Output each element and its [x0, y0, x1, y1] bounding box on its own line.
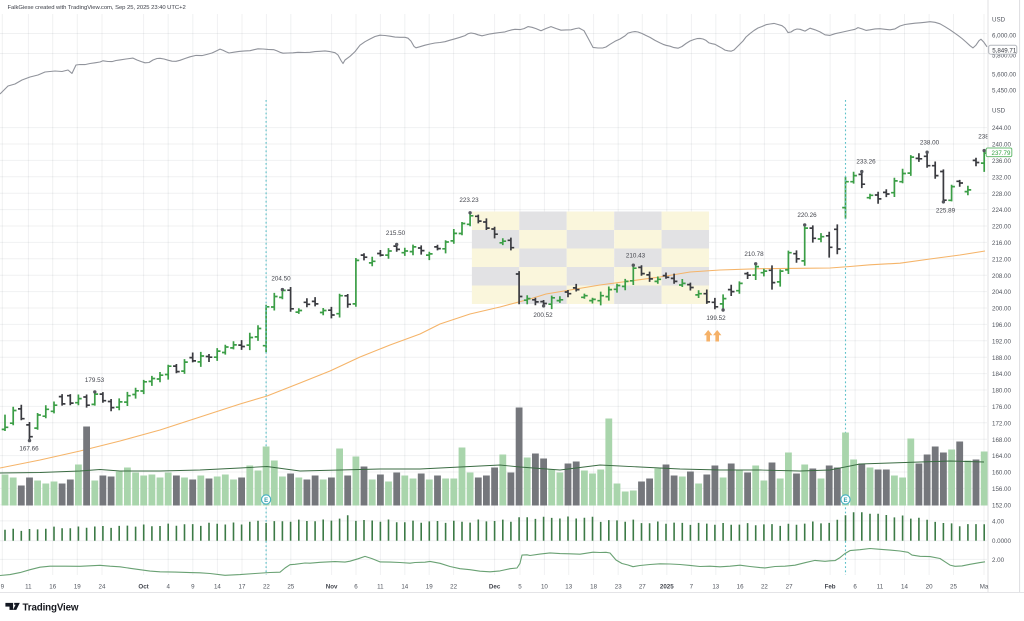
- svg-text:25: 25: [287, 584, 294, 591]
- svg-text:Dec: Dec: [489, 584, 501, 591]
- svg-text:238.00: 238.00: [920, 140, 940, 147]
- svg-text:204.50: 204.50: [271, 276, 291, 283]
- svg-text:180.00: 180.00: [992, 388, 1011, 395]
- svg-text:232.00: 232.00: [992, 174, 1011, 181]
- svg-text:2.00: 2.00: [992, 557, 1005, 564]
- svg-text:9: 9: [1, 584, 5, 591]
- svg-text:16: 16: [737, 584, 744, 591]
- svg-text:19: 19: [426, 584, 433, 591]
- svg-text:156.00: 156.00: [992, 486, 1011, 493]
- svg-text:220.00: 220.00: [992, 224, 1011, 231]
- svg-text:223.23: 223.23: [459, 197, 479, 204]
- svg-text:216.00: 216.00: [992, 240, 1011, 247]
- svg-text:237.79: 237.79: [992, 150, 1011, 157]
- svg-text:236.00: 236.00: [992, 158, 1011, 165]
- svg-text:USD: USD: [992, 17, 1006, 24]
- svg-text:2025: 2025: [660, 584, 674, 591]
- svg-text:17: 17: [239, 584, 246, 591]
- svg-text:5,450.00: 5,450.00: [992, 88, 1017, 95]
- svg-text:14: 14: [901, 584, 908, 591]
- svg-text:22: 22: [450, 584, 457, 591]
- svg-text:11: 11: [25, 584, 32, 591]
- svg-text:233.26: 233.26: [856, 159, 876, 166]
- svg-text:7: 7: [690, 584, 694, 591]
- svg-text:160.00: 160.00: [992, 470, 1011, 477]
- svg-text:228.00: 228.00: [992, 191, 1011, 198]
- svg-text:5,849.71: 5,849.71: [992, 48, 1017, 55]
- svg-text:0.0000: 0.0000: [992, 538, 1011, 545]
- svg-text:6,000.00: 6,000.00: [992, 33, 1017, 40]
- svg-text:27: 27: [786, 584, 793, 591]
- svg-text:6: 6: [354, 584, 358, 591]
- svg-text:Nov: Nov: [326, 584, 338, 591]
- svg-text:18: 18: [590, 584, 597, 591]
- svg-text:220.26: 220.26: [797, 212, 817, 219]
- svg-text:4.00: 4.00: [992, 518, 1005, 525]
- svg-text:179.53: 179.53: [85, 377, 105, 384]
- svg-text:11: 11: [877, 584, 884, 591]
- svg-text:224.00: 224.00: [992, 207, 1011, 214]
- svg-text:196.00: 196.00: [992, 322, 1011, 329]
- svg-text:9: 9: [191, 584, 195, 591]
- svg-text:4: 4: [166, 584, 170, 591]
- svg-text:164.00: 164.00: [992, 453, 1011, 460]
- svg-text:172.00: 172.00: [992, 420, 1011, 427]
- svg-text:23: 23: [615, 584, 622, 591]
- svg-text:215.50: 215.50: [386, 230, 406, 237]
- svg-text:5: 5: [518, 584, 522, 591]
- svg-text:E: E: [264, 498, 268, 504]
- svg-text:204.00: 204.00: [992, 289, 1011, 296]
- svg-text:Ma: Ma: [980, 584, 989, 591]
- svg-text:USD: USD: [992, 108, 1006, 115]
- svg-text:244.00: 244.00: [992, 125, 1011, 132]
- svg-text:TradingView: TradingView: [23, 603, 79, 614]
- svg-text:Oct: Oct: [138, 584, 148, 591]
- svg-text:13: 13: [712, 584, 719, 591]
- svg-text:238: 238: [978, 134, 989, 141]
- svg-text:168.00: 168.00: [992, 437, 1011, 444]
- svg-text:210.43: 210.43: [626, 253, 646, 260]
- svg-text:13: 13: [565, 584, 572, 591]
- svg-text:16: 16: [49, 584, 56, 591]
- svg-text:199.52: 199.52: [706, 315, 726, 322]
- svg-text:192.00: 192.00: [992, 338, 1011, 345]
- svg-text:25: 25: [950, 584, 957, 591]
- svg-text:22: 22: [761, 584, 768, 591]
- svg-text:5,600.00: 5,600.00: [992, 72, 1017, 79]
- svg-text:167.66: 167.66: [19, 446, 39, 453]
- svg-text:FalkGiese created with Trading: FalkGiese created with TradingView.com, …: [8, 5, 186, 11]
- svg-text:24: 24: [99, 584, 106, 591]
- svg-text:20: 20: [926, 584, 933, 591]
- svg-text:176.00: 176.00: [992, 404, 1011, 411]
- svg-text:152.00: 152.00: [992, 502, 1011, 509]
- svg-text:212.00: 212.00: [992, 256, 1011, 263]
- svg-text:22: 22: [263, 584, 270, 591]
- svg-text:10: 10: [541, 584, 548, 591]
- svg-text:208.00: 208.00: [992, 273, 1011, 280]
- svg-text:188.00: 188.00: [992, 355, 1011, 362]
- svg-text:6: 6: [853, 584, 857, 591]
- svg-text:240.00: 240.00: [992, 142, 1011, 149]
- svg-text:27: 27: [639, 584, 646, 591]
- svg-text:19: 19: [74, 584, 81, 591]
- svg-text:14: 14: [214, 584, 221, 591]
- svg-text:200.00: 200.00: [992, 306, 1011, 313]
- svg-text:184.00: 184.00: [992, 371, 1011, 378]
- svg-text:225.89: 225.89: [936, 208, 956, 215]
- svg-text:14: 14: [401, 584, 408, 591]
- svg-text:Feb: Feb: [825, 584, 836, 591]
- svg-text:200.52: 200.52: [533, 312, 553, 319]
- svg-text:210.78: 210.78: [744, 251, 764, 258]
- svg-text:E: E: [843, 498, 847, 504]
- svg-text:11: 11: [377, 584, 384, 591]
- svg-text:5,800.00: 5,800.00: [992, 53, 1017, 60]
